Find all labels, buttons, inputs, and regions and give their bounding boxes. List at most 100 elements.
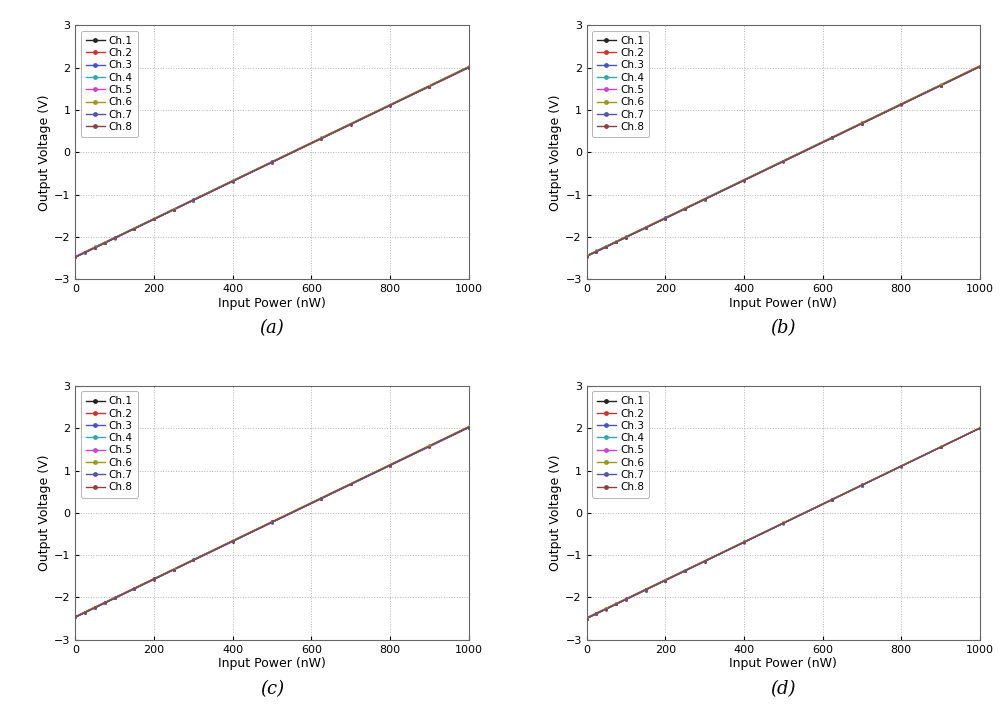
Point bbox=[146, 573, 162, 585]
Point bbox=[382, 459, 398, 471]
Point bbox=[146, 574, 162, 585]
Point bbox=[608, 598, 624, 610]
Point bbox=[657, 574, 673, 586]
Point bbox=[696, 556, 713, 568]
Point bbox=[608, 236, 624, 247]
Legend: Ch.1, Ch.2, Ch.3, Ch.4, Ch.5, Ch.6, Ch.7, Ch.8: Ch.1, Ch.2, Ch.3, Ch.4, Ch.5, Ch.6, Ch.7… bbox=[592, 391, 649, 497]
Point bbox=[608, 236, 624, 248]
Point bbox=[618, 232, 634, 244]
Point bbox=[824, 131, 840, 142]
Point bbox=[588, 607, 604, 619]
Point bbox=[87, 241, 104, 252]
Point bbox=[696, 193, 713, 205]
Point bbox=[107, 232, 123, 244]
Point bbox=[77, 246, 93, 258]
Point bbox=[166, 204, 182, 215]
Point bbox=[736, 536, 752, 547]
Point bbox=[775, 155, 791, 166]
Point bbox=[146, 213, 162, 225]
Point bbox=[343, 478, 359, 490]
Point bbox=[696, 193, 713, 205]
Point bbox=[225, 536, 241, 547]
Point bbox=[598, 241, 614, 252]
Point bbox=[579, 250, 595, 262]
Point bbox=[775, 517, 791, 529]
Point bbox=[618, 593, 634, 605]
Point bbox=[185, 554, 201, 566]
Point bbox=[382, 100, 398, 111]
Point bbox=[657, 212, 673, 224]
Point bbox=[775, 518, 791, 529]
Point bbox=[824, 132, 840, 144]
Point bbox=[598, 603, 614, 614]
Point bbox=[775, 156, 791, 168]
Point bbox=[343, 478, 359, 490]
Point bbox=[933, 79, 949, 91]
Point bbox=[696, 193, 713, 205]
Point bbox=[166, 563, 182, 575]
Point bbox=[127, 583, 143, 595]
Point bbox=[127, 582, 143, 594]
Legend: Ch.1, Ch.2, Ch.3, Ch.4, Ch.5, Ch.6, Ch.7, Ch.8: Ch.1, Ch.2, Ch.3, Ch.4, Ch.5, Ch.6, Ch.7… bbox=[592, 31, 649, 137]
Point bbox=[933, 79, 949, 90]
Point bbox=[460, 422, 476, 433]
Point bbox=[775, 516, 791, 528]
Point bbox=[67, 611, 83, 623]
Point bbox=[107, 593, 123, 604]
Point bbox=[933, 81, 949, 92]
X-axis label: Input Power (nW): Input Power (nW) bbox=[730, 297, 837, 310]
Point bbox=[637, 584, 653, 595]
Point bbox=[775, 155, 791, 166]
Point bbox=[264, 157, 280, 169]
Point bbox=[146, 574, 162, 585]
Point bbox=[824, 132, 840, 143]
Point bbox=[824, 132, 840, 143]
Point bbox=[637, 222, 653, 233]
Point bbox=[893, 461, 910, 473]
Point bbox=[736, 537, 752, 548]
Point bbox=[87, 602, 104, 614]
Point bbox=[736, 174, 752, 186]
Point bbox=[933, 80, 949, 92]
Point bbox=[637, 585, 653, 596]
Point bbox=[598, 603, 614, 614]
Point bbox=[736, 174, 752, 186]
Point bbox=[146, 213, 162, 225]
Point bbox=[77, 607, 93, 619]
Point bbox=[67, 252, 83, 263]
Point bbox=[460, 422, 476, 433]
Point bbox=[67, 611, 83, 623]
Point bbox=[618, 593, 634, 605]
Point bbox=[225, 174, 241, 186]
Point bbox=[933, 441, 949, 453]
Point bbox=[677, 202, 693, 214]
Point bbox=[107, 592, 123, 603]
Point bbox=[972, 61, 988, 73]
Point bbox=[343, 119, 359, 130]
Point bbox=[579, 613, 595, 624]
Point bbox=[637, 583, 653, 595]
Point bbox=[460, 422, 476, 433]
Point bbox=[67, 611, 83, 623]
Point bbox=[127, 583, 143, 595]
Point bbox=[225, 535, 241, 547]
Point bbox=[824, 132, 840, 143]
Point bbox=[146, 573, 162, 585]
Point bbox=[460, 61, 476, 73]
Point bbox=[637, 584, 653, 595]
Point bbox=[637, 222, 653, 233]
Point bbox=[314, 492, 330, 504]
Point bbox=[657, 213, 673, 225]
Point bbox=[608, 598, 624, 609]
Point bbox=[933, 80, 949, 92]
Point bbox=[460, 62, 476, 73]
Point bbox=[77, 246, 93, 257]
Point bbox=[96, 237, 113, 249]
Point bbox=[637, 222, 653, 234]
Point bbox=[127, 582, 143, 594]
Point bbox=[67, 611, 83, 623]
Point bbox=[677, 565, 693, 577]
Point bbox=[677, 564, 693, 576]
Point bbox=[608, 235, 624, 246]
Point bbox=[608, 598, 624, 609]
